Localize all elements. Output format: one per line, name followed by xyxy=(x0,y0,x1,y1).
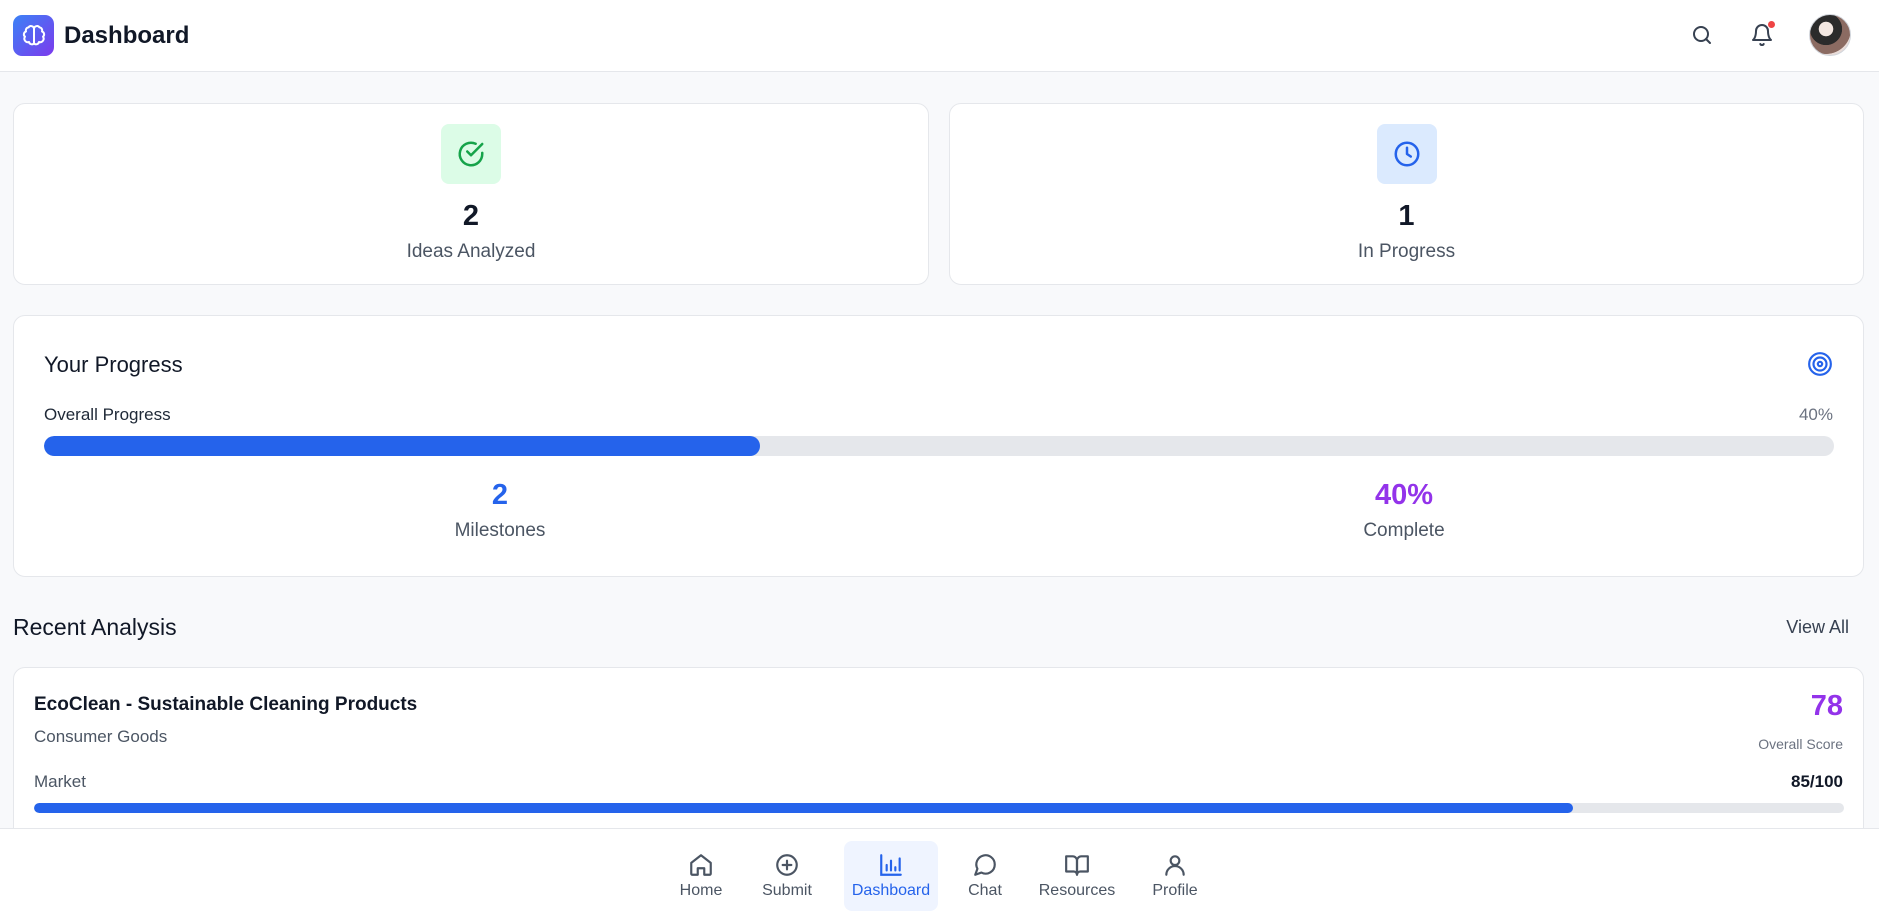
nav-item-resources[interactable]: Resources xyxy=(1036,841,1118,911)
stat-icon-box xyxy=(441,124,501,184)
overall-score-value: 78 xyxy=(1810,690,1843,722)
notification-dot xyxy=(1767,20,1776,29)
nav-item-chat[interactable]: Chat xyxy=(960,841,1010,911)
app-logo[interactable] xyxy=(13,15,54,56)
progress-title: Your Progress xyxy=(44,352,183,377)
view-all-link[interactable]: View All xyxy=(1786,617,1849,637)
nav-label: Home xyxy=(679,882,723,899)
stat-card-ideas-analyzed: 2 Ideas Analyzed xyxy=(13,103,929,285)
complete-label: Complete xyxy=(1363,520,1445,541)
overall-progress-bar xyxy=(44,436,1834,456)
overall-score-label: Overall Score xyxy=(1758,736,1843,752)
market-bar xyxy=(34,803,1844,813)
recent-analysis-title: Recent Analysis xyxy=(13,614,177,640)
overall-progress-percent: 40% xyxy=(1798,405,1833,424)
nav-item-profile[interactable]: Profile xyxy=(1145,841,1205,911)
complete-value: 40% xyxy=(1374,479,1434,511)
analysis-category: Consumer Goods xyxy=(34,727,168,746)
notifications-button[interactable] xyxy=(1749,20,1776,48)
nav-label: Submit xyxy=(762,882,812,899)
search-button[interactable] xyxy=(1689,22,1715,48)
nav-label: Dashboard xyxy=(851,882,931,899)
nav-item-submit[interactable]: Submit xyxy=(752,841,822,911)
stat-label: In Progress xyxy=(1357,241,1456,262)
chat-bubble-icon xyxy=(972,852,998,878)
stat-icon-box xyxy=(1376,124,1437,184)
nav-label: Profile xyxy=(1152,882,1198,899)
milestones-value: 2 xyxy=(491,479,509,511)
stat-card-in-progress: 1 In Progress xyxy=(949,103,1864,285)
nav-label: Chat xyxy=(968,882,1002,899)
user-icon xyxy=(1162,852,1188,878)
market-label: Market xyxy=(34,772,86,791)
milestones-label: Milestones xyxy=(454,520,546,541)
market-value: 85/100 xyxy=(1791,772,1843,791)
brain-icon xyxy=(22,24,46,48)
overall-progress-label: Overall Progress xyxy=(44,405,171,424)
stat-value: 1 xyxy=(1398,200,1415,232)
search-icon xyxy=(1690,23,1714,47)
bottom-nav: Home Submit Dashboard Chat R xyxy=(0,828,1879,916)
nav-label: Resources xyxy=(1038,882,1116,899)
market-bar-fill xyxy=(34,803,1573,813)
header-actions xyxy=(1689,14,1851,56)
analysis-title: EcoClean - Sustainable Cleaning Products xyxy=(34,694,418,715)
nav-item-home[interactable]: Home xyxy=(671,841,731,911)
target-icon xyxy=(1807,351,1833,377)
nav-item-dashboard[interactable]: Dashboard xyxy=(844,841,938,911)
top-bar: Dashboard xyxy=(0,0,1879,72)
milestones-stat: 2 Milestones xyxy=(350,479,650,542)
overall-progress-fill xyxy=(44,436,760,456)
page-title: Dashboard xyxy=(64,21,190,49)
stat-label: Ideas Analyzed xyxy=(406,241,536,262)
stat-value: 2 xyxy=(462,200,480,232)
bar-chart-icon xyxy=(878,852,904,878)
check-circle-icon xyxy=(456,139,486,169)
clock-icon xyxy=(1392,139,1422,169)
complete-stat: 40% Complete xyxy=(1254,479,1554,542)
home-icon xyxy=(688,852,714,878)
book-open-icon xyxy=(1064,852,1090,878)
plus-circle-icon xyxy=(774,852,800,878)
bell-icon xyxy=(1750,23,1774,47)
avatar[interactable] xyxy=(1809,14,1851,56)
progress-card: Your Progress Overall Progress 40% 2 Mil… xyxy=(13,315,1864,577)
